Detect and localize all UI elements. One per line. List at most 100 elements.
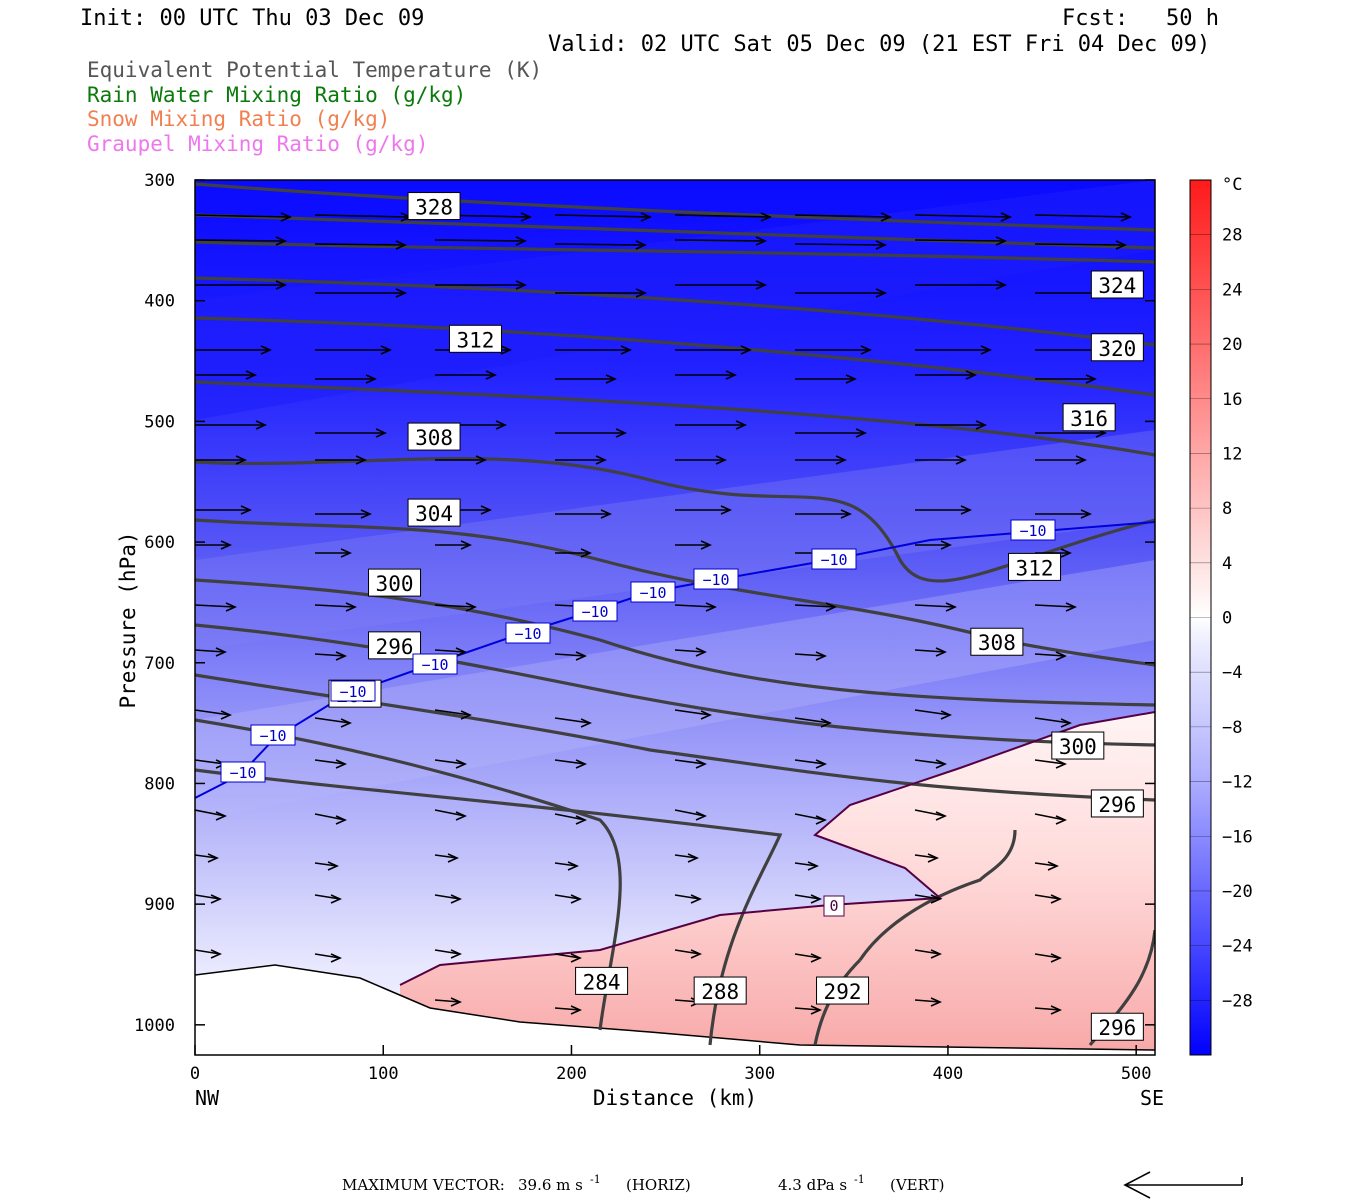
wind-vector (435, 455, 487, 465)
wind-vector (914, 236, 1007, 246)
colorbar-tick-label: 24 (1222, 280, 1242, 300)
wind-vector (794, 759, 827, 769)
wind-vector (1035, 455, 1087, 465)
wind-vector (555, 288, 647, 298)
wind-vector (1034, 861, 1059, 871)
wind-vector (674, 709, 712, 720)
colorbar-tick-label: −8 (1222, 718, 1242, 738)
colorbar-tick-label: 0 (1222, 609, 1232, 629)
theta-e-label-text: 288 (701, 980, 739, 1004)
wind-vector (195, 280, 287, 290)
wind-vector (434, 894, 462, 904)
wind-vector (795, 509, 852, 519)
theta-e-label-text: 300 (1059, 735, 1097, 759)
wind-vector (914, 809, 947, 821)
wind-vector (675, 455, 727, 465)
wind-vector (675, 420, 747, 430)
wind-vector (434, 853, 459, 863)
temp-band-mid (195, 430, 1155, 650)
wind-vector (314, 861, 339, 871)
theta-e-label: 308 (407, 422, 461, 451)
isotherm-label: −10 (693, 568, 739, 590)
wind-vector (195, 540, 232, 550)
colorbar-unit: °C (1222, 175, 1242, 195)
colorbar-tick-label: 20 (1222, 335, 1242, 355)
theta-e-label: 308 (970, 627, 1024, 656)
wind-vector (435, 280, 527, 290)
wind-vector (554, 1005, 582, 1015)
isotherm-label: −10 (412, 653, 458, 675)
theta-e-contours (195, 182, 1155, 1047)
temperature-colorbar: °C 28 24 20 16 12 8 4 0 −4 −8 −12 −16 −20 −24 −28 (1189, 175, 1253, 1056)
wind-vector (674, 212, 772, 222)
y-tick-label: 600 (144, 533, 175, 553)
x-tick-label: 300 (744, 1064, 775, 1084)
init-time: Init: 00 UTC Thu 03 Dec 09 (80, 6, 424, 31)
theta-e-label-text: 284 (583, 970, 621, 994)
wind-vector (674, 853, 699, 863)
y-axis-label: Pressure (hPa) (116, 531, 140, 708)
isotherm-label-text: 0 (829, 897, 838, 915)
wind-vector (555, 428, 627, 438)
wind-vector (794, 602, 837, 612)
wind-vector (554, 717, 592, 728)
wind-vector (435, 370, 497, 380)
wind-vector (195, 949, 222, 959)
theta-e-line (195, 578, 1155, 707)
theta-e-line (195, 768, 783, 1046)
wind-vector (554, 759, 587, 769)
wind-vector (794, 953, 822, 963)
wind-vector (554, 953, 582, 963)
wind-vector (315, 455, 367, 465)
wind-vector (195, 420, 267, 430)
wind-vector (914, 709, 952, 720)
max-vert-value: 4.3 dPa s (778, 1176, 847, 1194)
isotherm-label-text: −10 (339, 683, 366, 701)
wind-vector (434, 759, 467, 769)
legend-snow: Snow Mixing Ratio (g/kg) (87, 107, 390, 131)
isotherm-label-text: −10 (820, 551, 847, 569)
theta-e-label: 292 (816, 976, 870, 1005)
temp-band-lower (195, 560, 1155, 820)
theta-e-label-text: 328 (415, 196, 453, 220)
theta-e-line (195, 623, 1155, 747)
isotherm-zero (399, 711, 1155, 986)
theta-e-label: 300 (368, 568, 422, 597)
y-tick-label: 1000 (134, 1016, 175, 1036)
isotherm-label: −10 (572, 600, 618, 622)
theta-e-line (195, 380, 1155, 457)
isotherm-label: −10 (811, 548, 857, 570)
theta-e-label: 288 (693, 976, 747, 1005)
colorbar-tick-label: −4 (1222, 663, 1242, 683)
max-horiz-suffix: (HORIZ) (626, 1176, 691, 1194)
wind-vector (794, 212, 892, 222)
isotherm-label-text: −10 (1019, 522, 1046, 540)
wind-vector (554, 212, 652, 222)
wind-vector (554, 813, 587, 825)
wind-vector (195, 602, 237, 612)
theta-e-label-text: 312 (1016, 556, 1054, 580)
max-vert-exp: -1 (854, 1173, 865, 1186)
wind-vector (794, 894, 822, 904)
wind-vector (195, 455, 247, 465)
theta-e-line (195, 316, 1155, 397)
y-tick-label: 800 (144, 774, 175, 794)
wind-vector (314, 953, 342, 963)
wind-vector (675, 540, 712, 550)
wind-vector (315, 428, 387, 438)
isotherm-label: −10 (505, 622, 551, 644)
isotherm-labels: −10 −10 −10 −10 −10 −10 −10 −10 −10 −10 0 (220, 519, 1056, 917)
wind-vector (914, 759, 947, 769)
wind-vector (674, 949, 702, 959)
theta-e-label: 284 (575, 966, 629, 995)
isotherm-label: −10 (630, 581, 676, 603)
theta-e-line (195, 457, 1155, 583)
wind-vector (914, 997, 942, 1007)
wind-vector (315, 288, 407, 298)
x-axis-label: Distance (km) (593, 1086, 757, 1110)
wind-vector (434, 647, 467, 657)
wind-vector (915, 280, 1007, 290)
y-tick-label: 400 (144, 292, 175, 312)
colorbar-tick-label: 8 (1222, 499, 1232, 519)
wind-vector (794, 717, 832, 728)
